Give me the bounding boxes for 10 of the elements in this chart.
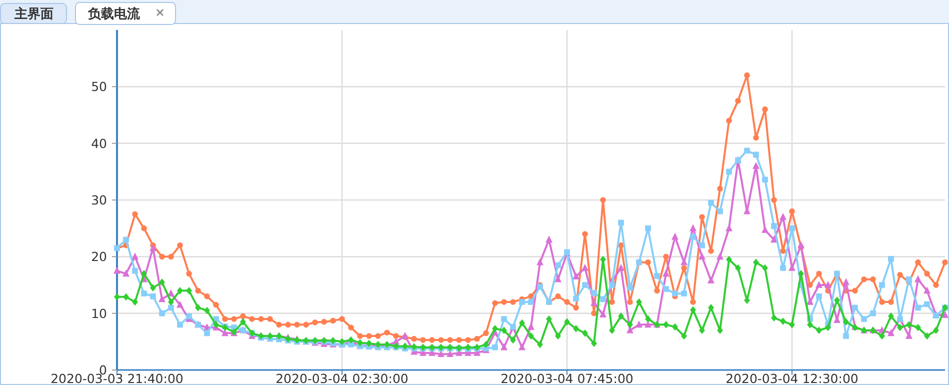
x-tick-label: 2020-03-04 07:45:00 bbox=[500, 371, 634, 385]
chart-title: 负载电流 bbox=[87, 6, 141, 22]
text: 主界面 bbox=[14, 6, 54, 22]
y-tick-label: 40 bbox=[91, 136, 108, 151]
x-tick-label: 2020-03-04 02:30:00 bbox=[276, 371, 408, 385]
y-tick-label: 20 bbox=[91, 249, 108, 264]
y-tick-label: 50 bbox=[91, 79, 108, 94]
y-tick-label: 30 bbox=[91, 192, 108, 208]
x-tick-label: 2020-03-04 12:30:00 bbox=[726, 371, 858, 385]
y-tick-label: 10 bbox=[91, 306, 108, 321]
